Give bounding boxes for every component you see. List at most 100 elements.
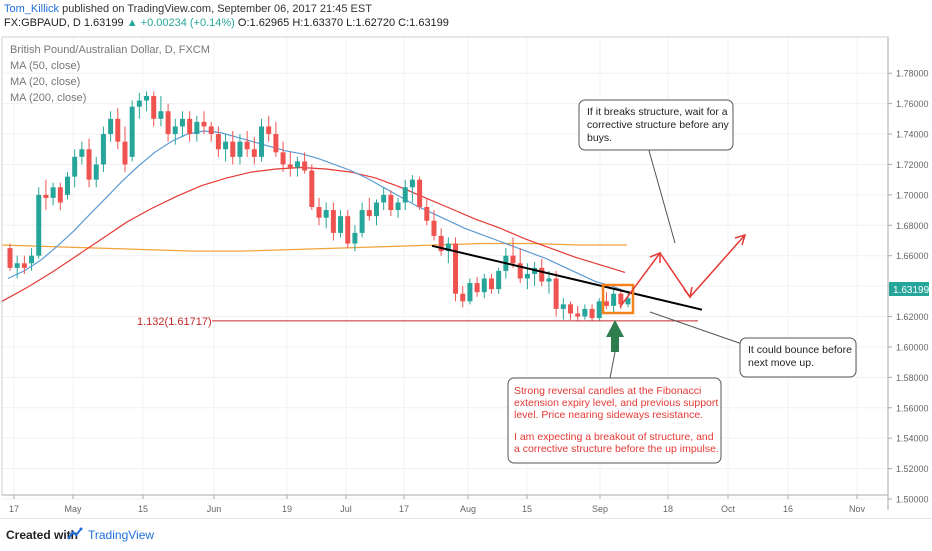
created-with-label: Created with bbox=[6, 528, 79, 542]
callout-reversal-text: Strong reversal candles at the Fibonacci… bbox=[514, 385, 719, 455]
candle-body bbox=[36, 194, 42, 256]
candle-body bbox=[21, 263, 27, 268]
candle-body bbox=[611, 293, 617, 306]
up-triangle-icon: ▲ bbox=[126, 17, 138, 29]
time-tick-label: Aug bbox=[460, 504, 476, 514]
price-tick-label: 1.50000 bbox=[896, 495, 929, 505]
author-link[interactable]: Tom_Killick bbox=[4, 3, 60, 15]
ohlc-values: O:1.62965 H:1.63370 L:1.62720 C:1.63199 bbox=[237, 17, 449, 29]
candle-body bbox=[43, 194, 49, 198]
candle-body bbox=[259, 126, 265, 157]
price-axis: 1.78000 1.76000 1.74000 1.72000 1.70000 1.680… bbox=[888, 69, 929, 505]
candle-body bbox=[158, 111, 164, 119]
time-tick-label: May bbox=[64, 504, 82, 514]
time-tick-label: 19 bbox=[282, 504, 292, 514]
callout-bounce-text: It could bounce before next move up. bbox=[748, 344, 852, 369]
candle-body bbox=[251, 149, 257, 157]
candle-body bbox=[273, 134, 279, 153]
reversal-highlight-box bbox=[601, 283, 635, 315]
candle-body bbox=[266, 126, 272, 135]
price-tick-label: 1.72000 bbox=[896, 160, 929, 170]
grid-lines bbox=[2, 37, 888, 500]
ma20-line bbox=[7, 130, 629, 293]
legend-ma20: MA (20, close) bbox=[10, 76, 80, 88]
candle-body bbox=[603, 301, 609, 306]
time-tick-label: Oct bbox=[721, 504, 736, 514]
symbol-info: FX:GBPAUD, D 1.63199 ▲ +0.00234 (+0.14%)… bbox=[4, 17, 449, 29]
price-tick-label: 1.66000 bbox=[896, 251, 929, 261]
candle-body bbox=[79, 149, 85, 157]
candle-body bbox=[453, 243, 459, 294]
candle-body bbox=[14, 263, 20, 268]
candle-body bbox=[481, 278, 487, 293]
candle-body bbox=[302, 161, 308, 171]
candle-body bbox=[395, 202, 401, 211]
candle-body bbox=[424, 207, 430, 221]
last-price-tag-text: 1.63199 bbox=[893, 285, 930, 296]
time-tick-label: Nov bbox=[849, 504, 866, 514]
candle-body bbox=[100, 134, 106, 165]
candle-body bbox=[575, 313, 581, 317]
fibonacci-level-label: 1.132(1.61717) bbox=[137, 316, 212, 328]
candle-body bbox=[179, 118, 185, 127]
candle-body bbox=[546, 278, 552, 282]
candle-body bbox=[359, 210, 365, 233]
candle-body bbox=[596, 301, 602, 319]
candle-body bbox=[402, 187, 408, 203]
candle-body bbox=[280, 152, 286, 165]
candle-body bbox=[294, 161, 300, 168]
candle-body bbox=[323, 210, 329, 218]
candle-body bbox=[57, 187, 63, 203]
callout-reversal bbox=[507, 377, 722, 464]
candle-body bbox=[625, 298, 631, 305]
candle-body bbox=[352, 232, 358, 244]
candle-body bbox=[172, 126, 178, 135]
footer: Created with TradingView bbox=[0, 518, 932, 551]
price-tick-label: 1.62000 bbox=[896, 312, 929, 322]
plot-frame bbox=[1, 36, 889, 496]
candle-body bbox=[129, 106, 135, 157]
tradingview-logo-icon[interactable] bbox=[66, 527, 84, 541]
candle-body bbox=[488, 278, 494, 290]
time-tick-label: 17 bbox=[9, 504, 19, 514]
tradingview-brand-link[interactable]: TradingView bbox=[88, 528, 155, 542]
moving-averages bbox=[1, 130, 629, 302]
time-tick-label: 15 bbox=[522, 504, 532, 514]
candle-body bbox=[201, 121, 207, 127]
candle-body bbox=[496, 270, 502, 290]
candle-body bbox=[86, 149, 92, 180]
price-chart[interactable]: 1.78000 1.76000 1.74000 1.72000 1.70000 1.680… bbox=[0, 35, 932, 518]
candle-body bbox=[208, 126, 214, 135]
candle-body bbox=[29, 255, 35, 264]
callout-break-structure bbox=[578, 99, 734, 151]
candle-body bbox=[618, 293, 624, 305]
time-axis: 17 May 15 Jun 19 Jul 17 Aug 15 Sep 18 Oct 16 Nov bbox=[9, 495, 866, 514]
time-tick-label: Jul bbox=[340, 504, 352, 514]
callout-pointer-bottom bbox=[609, 351, 616, 379]
candle-body bbox=[467, 283, 473, 302]
candle-body bbox=[553, 278, 559, 309]
candle-body bbox=[431, 220, 437, 236]
candle-body bbox=[373, 202, 379, 217]
candle-body bbox=[187, 118, 193, 135]
last-price: 1.63199 bbox=[83, 17, 124, 29]
time-tick-label: Sep bbox=[592, 504, 608, 514]
callout-break-structure-text: If it breaks structure, wait for a correc… bbox=[587, 106, 730, 144]
candle-body bbox=[136, 100, 142, 107]
time-tick-label: Jun bbox=[207, 504, 222, 514]
candle-body bbox=[309, 170, 315, 208]
published-text: published on TradingView.com, September … bbox=[62, 3, 372, 15]
candle-body bbox=[223, 141, 229, 150]
publish-info: Tom_Killick published on TradingView.com… bbox=[4, 3, 372, 15]
candle-body bbox=[517, 263, 523, 279]
candle-body bbox=[366, 210, 372, 217]
time-tick-label: 15 bbox=[138, 504, 148, 514]
callout-bounce bbox=[739, 337, 857, 378]
resistance-trendline bbox=[431, 244, 703, 311]
candle-body bbox=[568, 304, 574, 314]
candle-body bbox=[115, 118, 121, 142]
candle-body bbox=[524, 273, 530, 279]
legend-ma50: MA (50, close) bbox=[10, 60, 80, 72]
up-arrow-icon bbox=[606, 320, 624, 352]
ma50-line bbox=[1, 166, 626, 302]
